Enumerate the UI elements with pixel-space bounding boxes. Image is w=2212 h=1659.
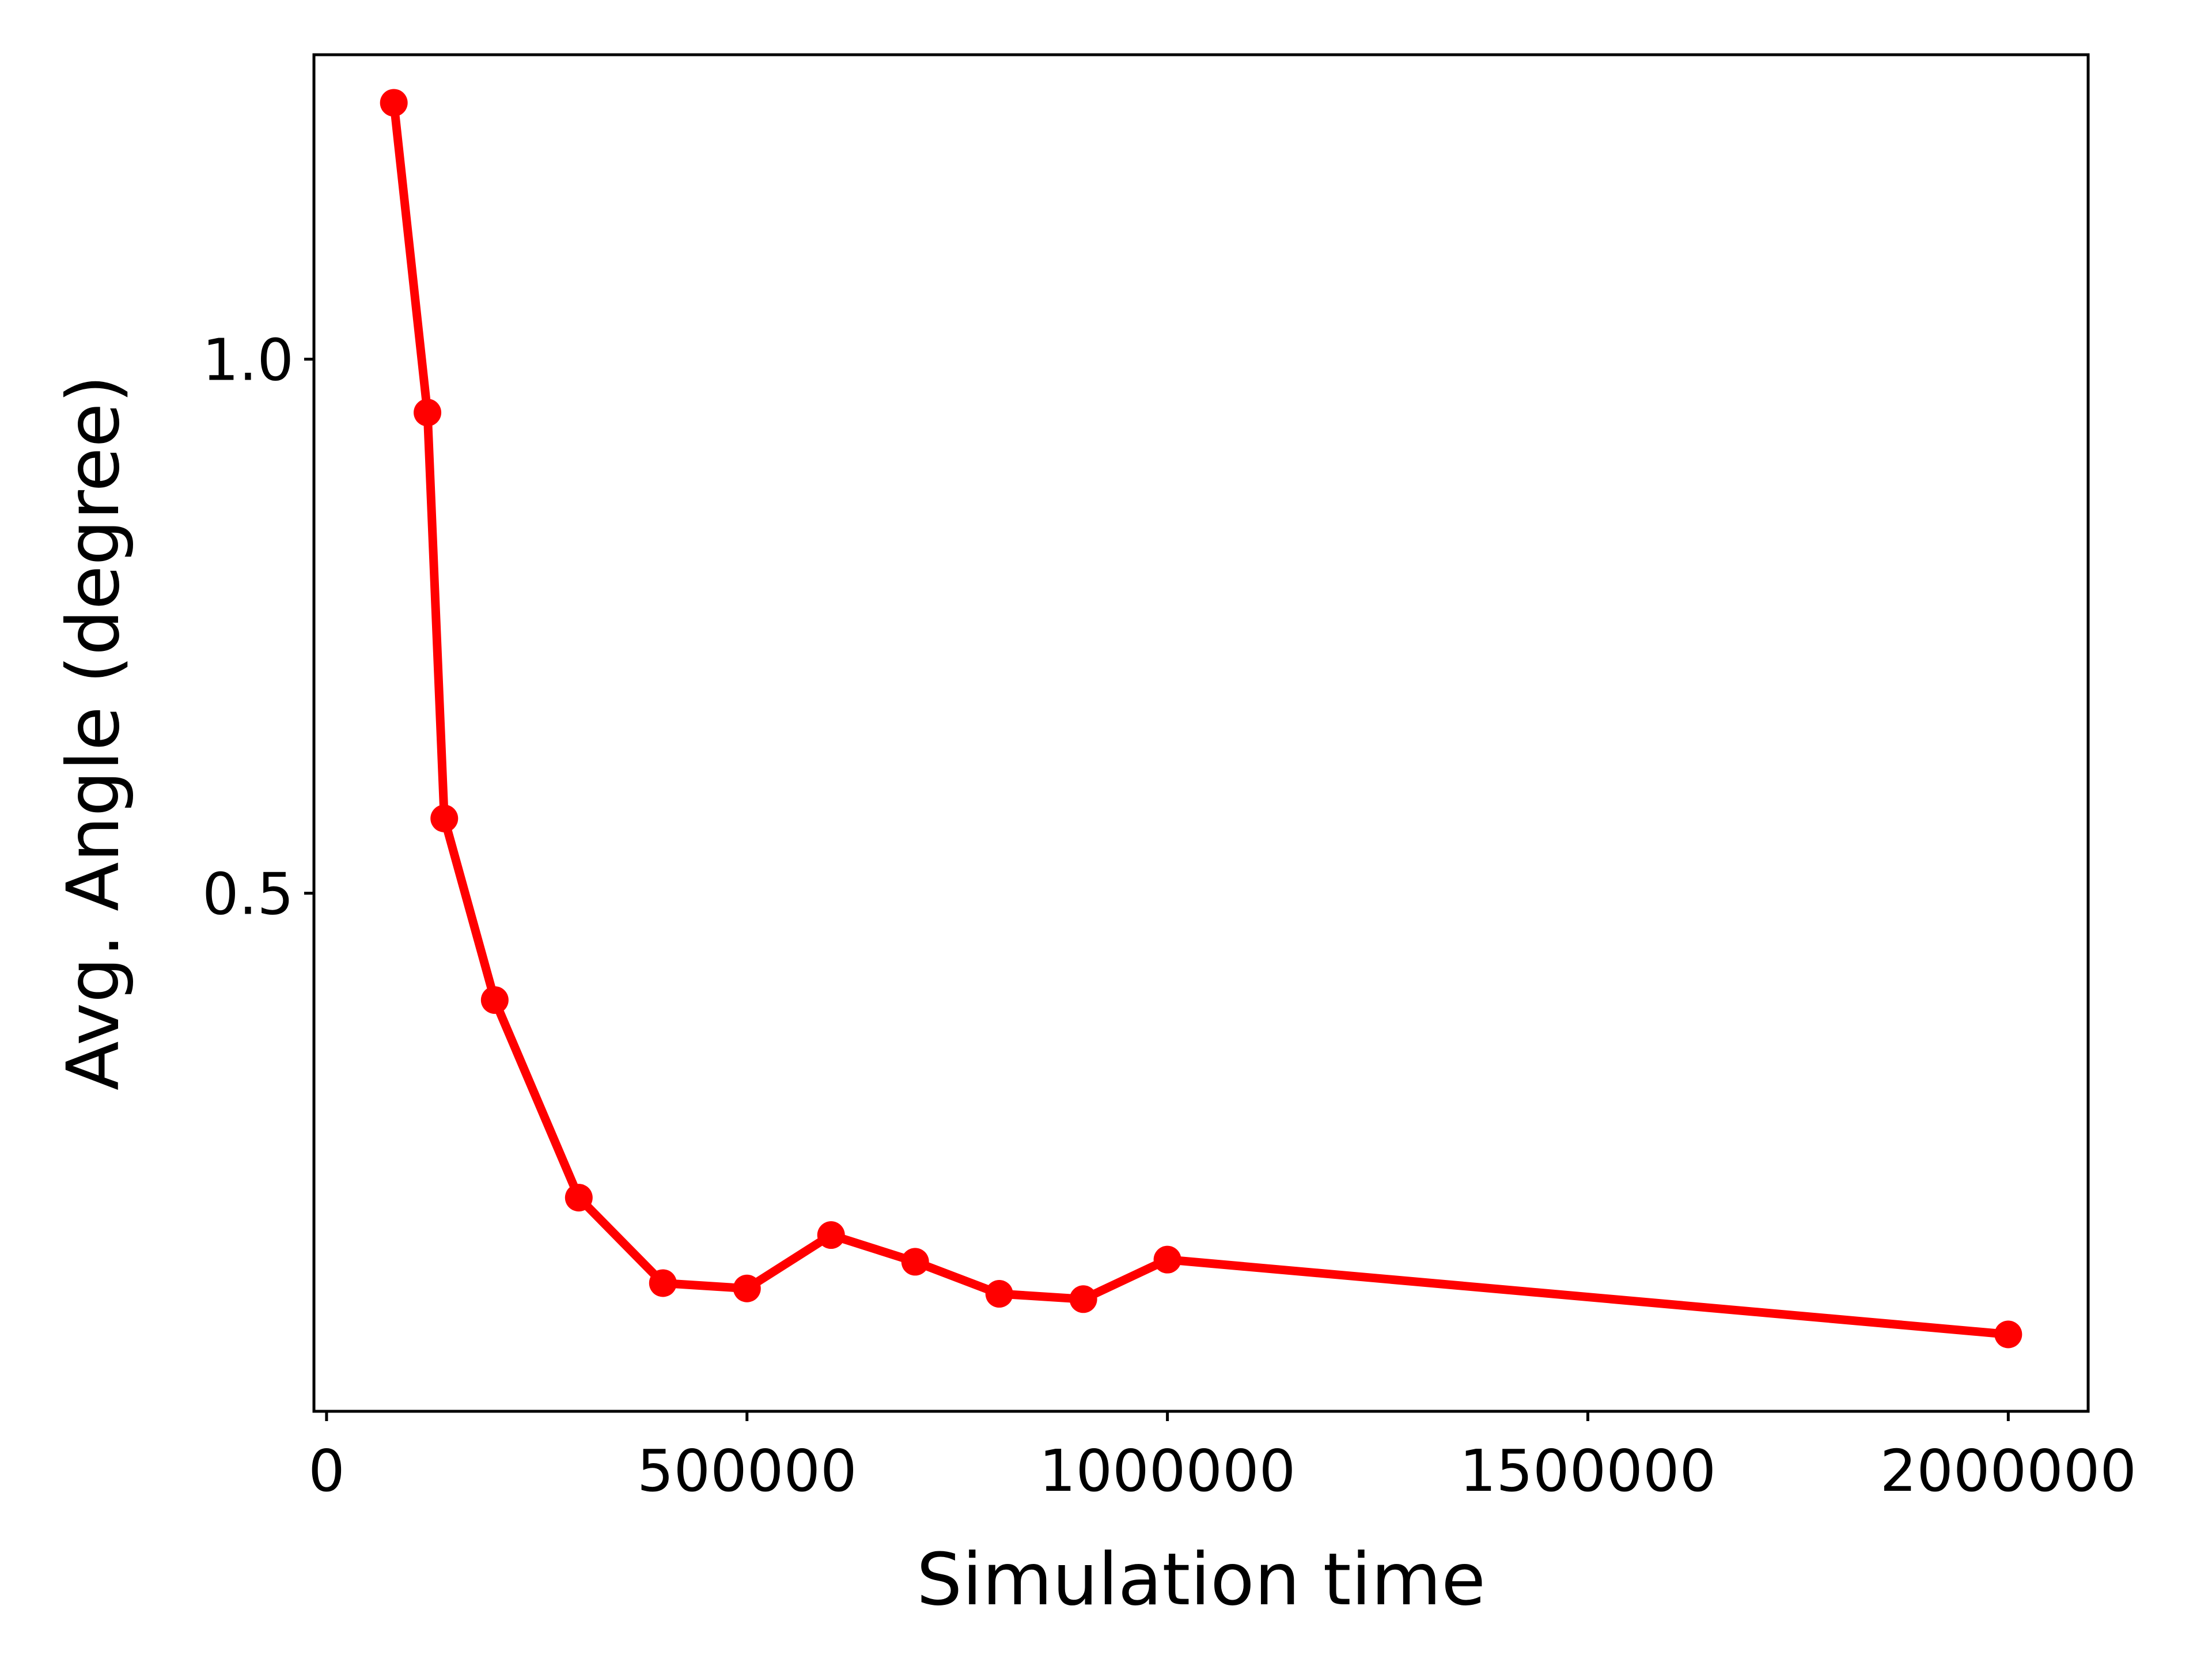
data-point-8: [901, 1248, 929, 1276]
y-axis-ticks: 0.5 1.0: [202, 326, 314, 928]
plot-area: [314, 55, 2088, 1411]
x-tick-label-2: 1000000: [1039, 1437, 1296, 1505]
data-point-11: [1153, 1245, 1181, 1274]
data-point-7: [817, 1221, 845, 1249]
series-layer: [380, 89, 2022, 1349]
x-tick-label-0: 0: [308, 1437, 345, 1505]
x-tick-label-1: 500000: [637, 1437, 857, 1505]
axes-frame: [312, 53, 2090, 1413]
data-point-5: [649, 1269, 677, 1297]
y-axis-label: Avg. Angle (degree): [52, 375, 135, 1090]
y-tick-label-1: 1.0: [202, 326, 294, 393]
data-point-6: [733, 1274, 761, 1302]
data-point-3: [480, 986, 509, 1014]
data-point-12: [1994, 1320, 2022, 1349]
data-point-4: [565, 1184, 593, 1212]
data-point-9: [985, 1280, 1013, 1308]
data-point-10: [1069, 1285, 1097, 1313]
data-point-1: [414, 399, 442, 427]
y-tick-label-0: 0.5: [202, 861, 294, 928]
x-axis-ticks: 0 500000 1000000 1500000 2000000: [308, 1411, 2137, 1505]
data-point-2: [430, 804, 459, 832]
x-axis-label: Simulation time: [916, 1538, 1486, 1622]
x-tick-label-3: 1500000: [1460, 1437, 1716, 1505]
data-point-0: [380, 89, 408, 117]
x-tick-label-4: 2000000: [1880, 1437, 2137, 1505]
